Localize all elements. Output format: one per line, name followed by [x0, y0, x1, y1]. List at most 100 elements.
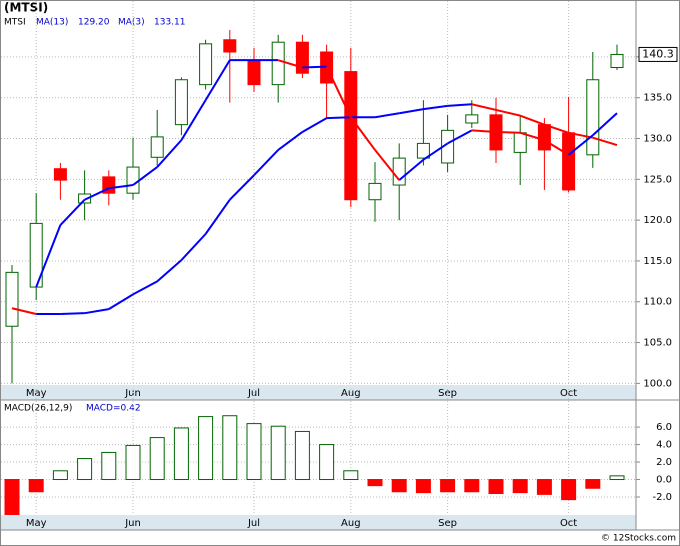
y-tick-label: 130.0 — [643, 134, 672, 145]
legend-value: 129.20 — [78, 18, 110, 28]
x-axis-band — [1, 385, 636, 400]
candle-body — [271, 41, 285, 86]
candle-body — [295, 41, 309, 74]
ma-segment — [567, 134, 594, 156]
ma-segment — [301, 117, 328, 133]
ma-segment — [132, 280, 158, 296]
candle-body — [586, 79, 600, 156]
x-tick-label: May — [26, 388, 47, 399]
candle-body — [392, 157, 406, 186]
ma-segment — [374, 149, 400, 181]
y-tick-label: 100.0 — [643, 378, 672, 389]
macd-bar — [28, 479, 44, 493]
ma-segment — [447, 129, 473, 145]
ma-segment — [592, 112, 618, 136]
y-tick-label: 2.0 — [656, 457, 672, 468]
ma-segment — [59, 199, 86, 226]
candle-body — [465, 114, 479, 124]
ma-segment — [108, 184, 134, 190]
macd-bar — [52, 470, 68, 481]
x-tick-label: Jul — [247, 388, 260, 399]
candle-body — [610, 53, 624, 69]
last-price-box — [638, 46, 678, 62]
ma-segment — [471, 129, 497, 133]
macd-bar — [270, 425, 286, 481]
ma-segment — [156, 139, 183, 168]
legend-name: MA(13) — [36, 18, 68, 28]
macd-bar — [149, 437, 165, 481]
x-tick-label: May — [26, 518, 47, 529]
candle-body — [150, 136, 164, 158]
candle-body — [199, 43, 213, 86]
y-tick-label: 125.0 — [643, 174, 672, 185]
ma-segment — [180, 233, 207, 261]
macd-bar — [101, 451, 117, 481]
x-tick-label: Oct — [560, 388, 577, 399]
ma-segment — [423, 104, 448, 111]
footer: © 12Stocks.com — [601, 534, 676, 544]
macd-bar — [319, 444, 335, 481]
ma-segment — [60, 312, 85, 315]
y-tick-label: 105.0 — [643, 338, 672, 349]
ma-segment — [11, 307, 37, 315]
ma-segment — [519, 114, 545, 126]
ma-segment — [326, 116, 351, 120]
candle-body — [416, 142, 430, 159]
candle-body — [513, 132, 527, 153]
candle-body — [247, 59, 261, 86]
y-tick-label: 120.0 — [643, 215, 672, 226]
ma-segment — [204, 59, 231, 101]
ma-segment — [229, 174, 255, 201]
x-tick-label: Jun — [124, 388, 141, 399]
macd-bar — [585, 479, 601, 489]
x-tick-label: Aug — [341, 518, 361, 529]
ma-segment — [592, 136, 618, 146]
symbol: MTSI — [4, 18, 26, 28]
x-tick-label: Jul — [247, 518, 260, 529]
x-tick-label: Sep — [438, 518, 457, 529]
ma-segment — [35, 224, 62, 288]
macd-bar — [4, 479, 20, 515]
ma-segment — [180, 99, 207, 141]
macd-bar — [222, 415, 238, 481]
macd-bar — [440, 479, 456, 493]
macd-title: MACD(26,12,9) — [4, 404, 72, 414]
ma-segment — [422, 142, 449, 161]
candle-body — [53, 168, 67, 181]
ma-segment — [277, 131, 303, 151]
macd-bar — [294, 430, 310, 481]
ma-segment — [156, 259, 183, 283]
macd-bar — [391, 479, 407, 493]
candle-body — [344, 71, 358, 201]
ma-segment — [471, 103, 497, 111]
y-tick-label: -2.0 — [652, 492, 672, 503]
macd-value: MACD=0.42 — [86, 404, 141, 414]
ma-segment — [495, 130, 521, 134]
macd-bar — [77, 458, 93, 481]
ma-segment — [349, 116, 376, 151]
ma-segment — [108, 293, 134, 310]
legend-name: MA(3) — [118, 18, 145, 28]
x-tick-label: Jun — [124, 518, 141, 529]
x-tick-label: Sep — [438, 388, 457, 399]
macd-bar — [246, 423, 262, 481]
ma-segment — [302, 65, 327, 69]
macd-bar — [198, 416, 214, 481]
macd-bar — [536, 479, 552, 495]
chart-title: (MTSI) — [4, 1, 48, 15]
ma-segment — [253, 149, 279, 176]
macd-bar — [367, 479, 383, 487]
ma-segment — [543, 139, 570, 156]
macd-bar — [343, 470, 359, 481]
ma-segment — [399, 108, 424, 115]
macd-bar — [125, 444, 141, 481]
ma-segment — [398, 158, 425, 181]
macd-bar — [609, 475, 625, 481]
y-tick-label: 0.0 — [656, 475, 672, 486]
x-axis-band — [1, 515, 636, 530]
macd-bar — [415, 479, 431, 494]
candle-body — [368, 182, 382, 201]
x-tick-label: Aug — [341, 388, 361, 399]
ma-segment — [132, 166, 158, 186]
